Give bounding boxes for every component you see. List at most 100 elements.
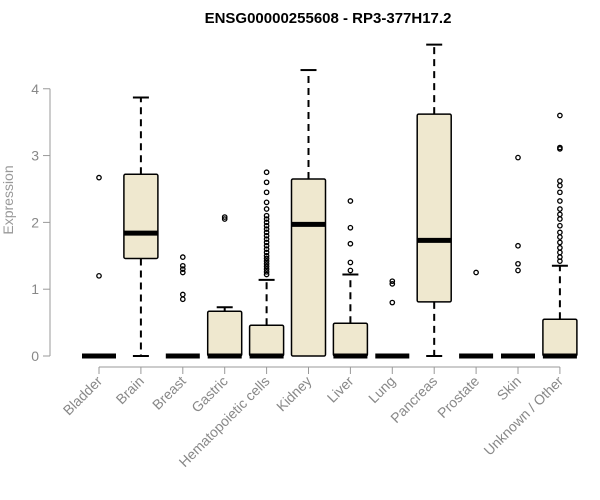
outlier-point [347, 198, 354, 204]
outlier-point [221, 216, 228, 222]
outlier-point [557, 216, 563, 222]
x-tick-label: Lung [365, 373, 398, 406]
box-brain [123, 96, 159, 357]
x-tick-label: Pancreas [387, 373, 440, 426]
x-tick-label: Brain [113, 373, 147, 407]
box-pancreas [416, 43, 452, 357]
outlier-point [557, 178, 563, 184]
outlier-point [263, 206, 270, 212]
iqr-box [416, 113, 452, 303]
outlier-point [263, 249, 270, 256]
outlier-point [263, 199, 270, 206]
y-axis-label: Expression [0, 165, 16, 234]
outlier-point [347, 267, 354, 274]
x-tick-label: Kidney [273, 373, 315, 415]
outlier-point [263, 179, 270, 186]
outlier-point [263, 260, 270, 267]
outlier-point [515, 154, 521, 161]
chart-title: ENSG00000255608 - RP3-377H17.2 [205, 10, 452, 27]
outlier-point [179, 291, 186, 298]
outlier-point [557, 229, 563, 236]
outlier-point [557, 198, 563, 204]
outlier-point [221, 214, 228, 220]
outlier-point [263, 246, 270, 252]
outlier-point [557, 249, 563, 256]
outlier-point [263, 216, 270, 222]
outlier-point [557, 206, 563, 212]
box-kidney [290, 69, 327, 357]
iqr-box [123, 173, 159, 260]
outlier-point [263, 266, 270, 272]
outlier-point [473, 269, 479, 276]
outlier-point [557, 222, 563, 229]
box-skin [501, 154, 535, 359]
outlier-point [263, 239, 270, 246]
outlier-point [557, 244, 563, 251]
outlier-point [263, 271, 270, 278]
iqr-box [542, 318, 578, 357]
outlier-point [179, 269, 186, 276]
outlier-point [263, 258, 270, 264]
outlier-point [557, 211, 563, 218]
x-tick-label: Unknown / Other [480, 373, 566, 459]
box-breast [165, 254, 200, 359]
outlier-point [263, 222, 270, 229]
outlier-point [347, 259, 354, 266]
iqr-box [206, 310, 243, 357]
outlier-point [263, 189, 270, 196]
outlier-point [557, 239, 563, 246]
outlier-point [179, 262, 186, 269]
outlier-point [96, 272, 102, 279]
outlier-point [263, 252, 270, 259]
outlier-point [263, 212, 270, 219]
outlier-point [263, 236, 270, 242]
outlier-point [557, 182, 563, 189]
x-tick-label: Breast [149, 373, 189, 413]
outlier-point [263, 229, 270, 236]
iqr-box [332, 322, 369, 357]
outlier-point [179, 296, 186, 303]
outlier-point [263, 219, 270, 226]
iqr-box [248, 324, 285, 357]
outlier-point [263, 268, 270, 275]
box-lung [375, 278, 410, 359]
y-tick-label: 3 [31, 148, 39, 164]
outlier-point [263, 242, 270, 249]
y-tick-label: 4 [31, 81, 39, 97]
x-tick-label: Prostate [434, 373, 482, 421]
box-gastric [206, 214, 243, 359]
outlier-point [557, 189, 563, 196]
box-bladder [82, 174, 116, 359]
outlier-point [263, 232, 270, 239]
outlier-point [263, 263, 270, 270]
y-axis: 0 1 2 3 4 [31, 81, 51, 364]
outlier-point [347, 240, 354, 247]
box-liver [332, 198, 369, 359]
y-tick-label: 2 [31, 214, 39, 230]
y-tick-label: 0 [31, 348, 39, 364]
box-unknown-other [542, 112, 578, 359]
outlier-point [263, 226, 270, 232]
outlier-point [557, 234, 563, 240]
outlier-point [557, 112, 563, 119]
outlier-point [96, 174, 102, 181]
outlier-point [389, 280, 396, 287]
outlier-point [515, 260, 521, 267]
plot-area [82, 43, 578, 359]
outlier-point [263, 255, 270, 262]
outlier-point [389, 278, 396, 285]
outlier-point [263, 169, 270, 176]
outlier-point [515, 267, 521, 274]
x-tick-label: Skin [494, 373, 525, 404]
outlier-point [557, 144, 563, 151]
x-tick-label: Bladder [60, 373, 106, 419]
outlier-point [389, 299, 396, 306]
y-tick-label: 1 [31, 281, 39, 297]
iqr-box [290, 178, 327, 357]
outlier-point [515, 242, 521, 249]
box-hematopoietic-cells [248, 169, 285, 359]
outlier-point [179, 266, 186, 272]
box-prostate [459, 269, 494, 359]
